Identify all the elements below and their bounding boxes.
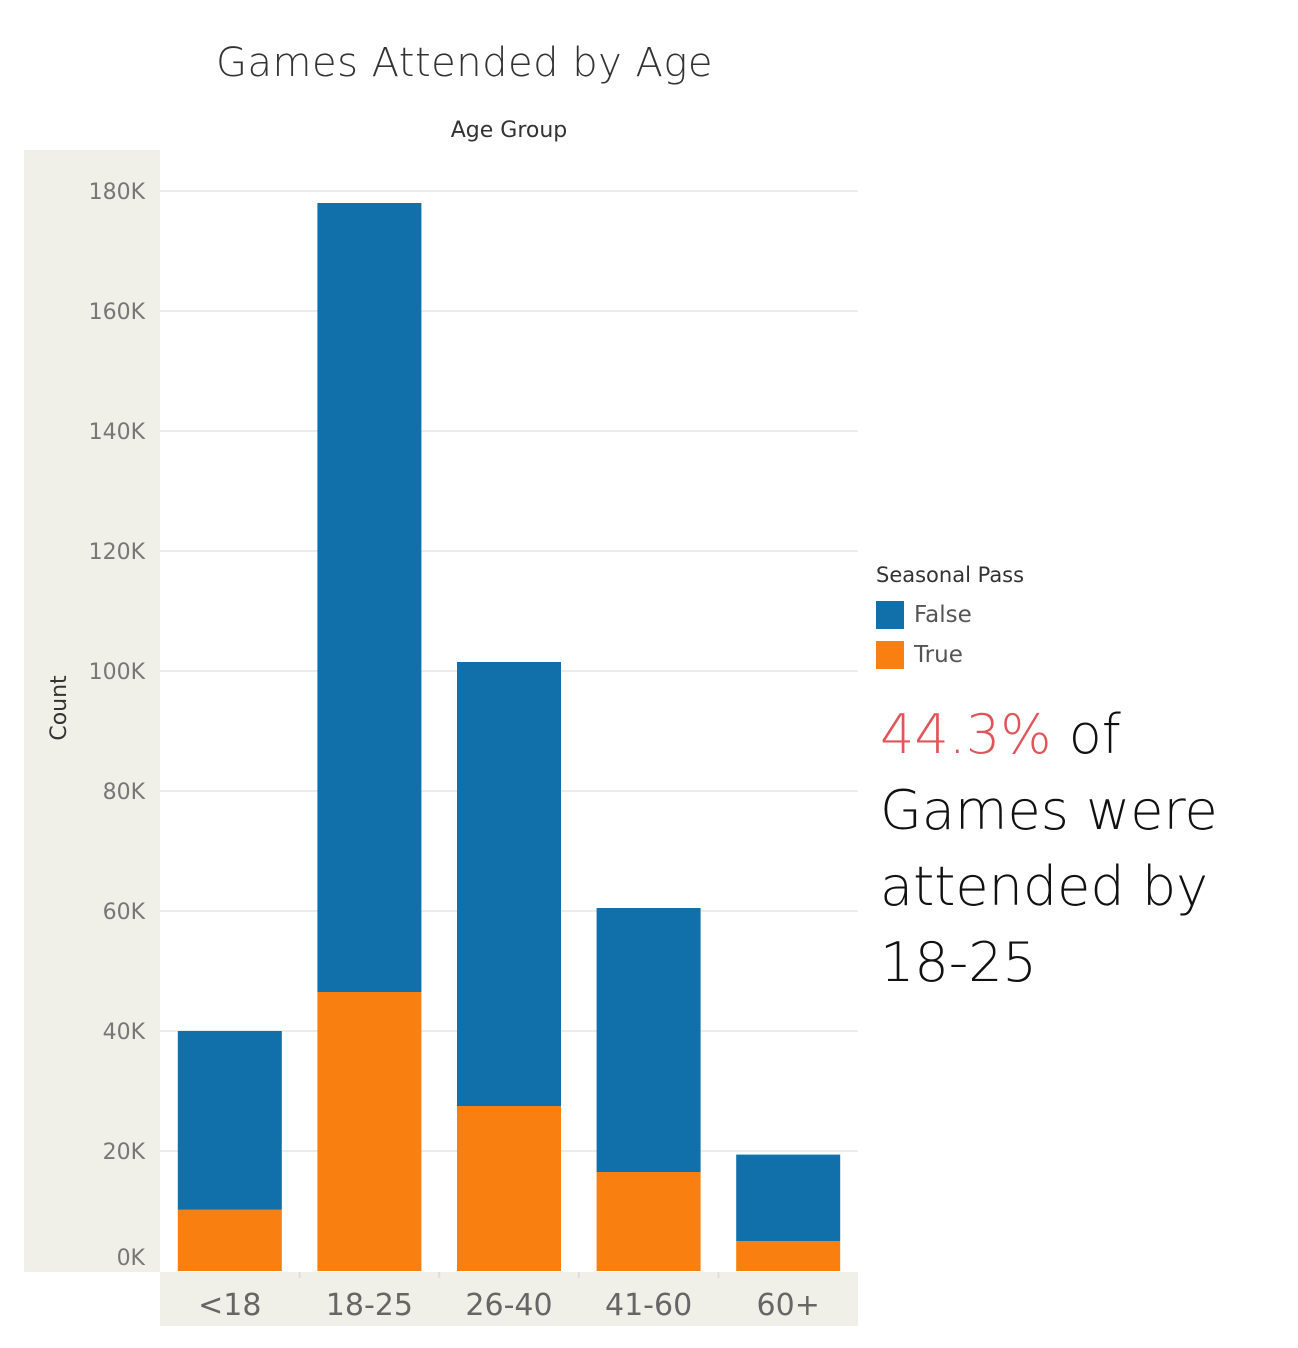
y-axis-label: Count [47, 675, 72, 741]
bar-true-26-40[interactable] [457, 1106, 561, 1271]
x-axis-panel [160, 1272, 858, 1326]
x-tick-label: 60+ [757, 1288, 820, 1323]
chart-title: Games Attended by Age [216, 40, 713, 86]
top-axis-title: Age Group [450, 118, 568, 143]
y-tick-label: 60K [103, 900, 146, 925]
legend: Seasonal Pass False True [876, 563, 1024, 675]
legend-swatch-true [876, 641, 904, 669]
y-tick-label: 0K [117, 1246, 146, 1271]
x-tick-label: 26-40 [465, 1288, 552, 1323]
bar-false-<18[interactable] [177, 1031, 282, 1210]
bar-false-41-60[interactable] [596, 908, 701, 1172]
legend-swatch-false [876, 601, 904, 629]
bar-true-60+[interactable] [736, 1241, 841, 1271]
y-tick-label: 180K [89, 180, 146, 205]
bar-false-18-25[interactable] [317, 203, 422, 992]
annotation-of: of [1051, 703, 1121, 766]
legend-label-true: True [914, 642, 963, 668]
bar-true-41-60[interactable] [596, 1172, 701, 1271]
legend-label-false: False [914, 602, 972, 628]
annotation-line-1: 44.3% of [880, 697, 1280, 773]
legend-item-true[interactable]: True [876, 635, 1024, 675]
bar-false-26-40[interactable] [457, 662, 561, 1106]
legend-title: Seasonal Pass [876, 563, 1025, 587]
y-tick-label: 160K [89, 300, 146, 325]
bar-true-18-25[interactable] [317, 992, 422, 1271]
annotation-line-2: Games were [880, 779, 1218, 842]
y-tick-label: 100K [89, 660, 146, 685]
annotation-line-4: 18-25 [880, 931, 1037, 994]
annotation-line-3: attended by [880, 855, 1209, 918]
bar-false-60+[interactable] [736, 1154, 841, 1241]
annotation-percent: 44.3% [880, 703, 1052, 766]
x-tick-label: 41-60 [605, 1288, 692, 1323]
y-axis-panel [24, 150, 160, 1272]
x-tick-label: 18-25 [326, 1288, 413, 1323]
y-tick-label: 120K [89, 540, 146, 565]
y-tick-label: 80K [103, 780, 146, 805]
legend-item-false[interactable]: False [876, 595, 1024, 635]
x-tick-label: <18 [198, 1288, 261, 1323]
y-tick-label: 40K [103, 1020, 146, 1045]
y-tick-label: 140K [89, 420, 146, 445]
y-tick-label: 20K [103, 1140, 146, 1165]
bar-true-<18[interactable] [177, 1209, 282, 1271]
annotation-text: 44.3% of Games were attended by 18-25 [880, 697, 1280, 1001]
